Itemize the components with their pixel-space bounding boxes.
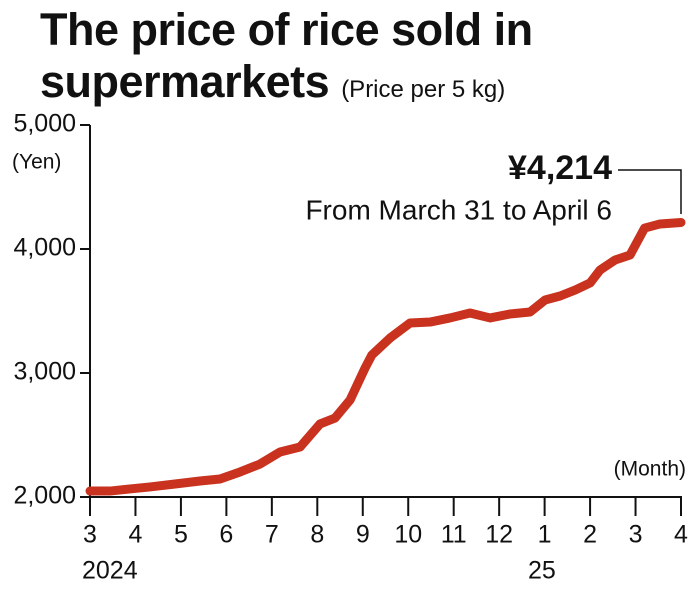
annotation-period: From March 31 to April 6 — [305, 194, 612, 225]
y-tick-label: 3,000 — [13, 358, 76, 386]
x-tick-label: 3 — [629, 521, 643, 549]
chart-subtitle: (Price per 5 kg) — [341, 76, 506, 103]
x-tick-label: 5 — [174, 521, 188, 549]
x-tick-label: 6 — [219, 521, 233, 549]
year-label: 25 — [528, 557, 556, 585]
x-tick-label: 11 — [441, 521, 467, 549]
y-axis-unit: (Yen) — [12, 151, 61, 174]
x-axis-unit: (Month) — [614, 458, 686, 481]
x-tick-label: 12 — [485, 521, 513, 549]
x-tick-label: 2 — [583, 521, 597, 549]
chart-title: The price of rice sold in supermarkets — [40, 4, 533, 107]
chart-title-block: The price of rice sold in supermarkets (… — [40, 4, 670, 116]
x-tick-label: 3 — [83, 521, 97, 549]
x-tick-label: 9 — [356, 521, 370, 549]
x-tick-label: 10 — [394, 521, 422, 549]
y-tick-label: 4,000 — [13, 234, 76, 262]
price-line — [85, 217, 686, 496]
year-label: 2024 — [82, 557, 138, 585]
x-tick-label: 1 — [538, 521, 552, 549]
x-tick-label: 7 — [265, 521, 279, 549]
annotation-value: ¥4,214 — [508, 149, 612, 187]
y-tick-label: 2,000 — [13, 482, 76, 510]
x-tick-label: 4 — [129, 521, 143, 549]
x-tick-label: 4 — [674, 521, 688, 549]
y-tick-label: 5,000 — [13, 110, 76, 138]
annotation-leader — [618, 169, 682, 214]
x-tick-label: 8 — [310, 521, 324, 549]
